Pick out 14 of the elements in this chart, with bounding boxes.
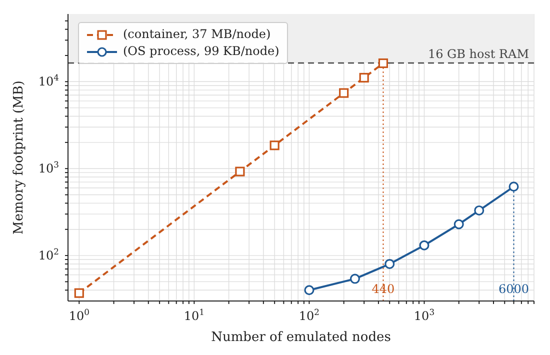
x-axis-title: Number of emulated nodes bbox=[211, 330, 391, 345]
ref-line-label: 440 bbox=[372, 282, 395, 296]
x-tick-label: 10$^{2}$ bbox=[298, 307, 320, 323]
legend-label: (container, 37 MB/node) bbox=[123, 26, 271, 43]
y-tick-label: 10$^{4}$ bbox=[38, 72, 59, 89]
y-tick-label: 10$^{2}$ bbox=[38, 246, 59, 263]
y-axis-title: Memory footprint (MB) bbox=[12, 80, 27, 234]
ref-line-label: 6000 bbox=[498, 282, 530, 296]
ref-line-label: 16 GB host RAM bbox=[428, 47, 529, 62]
y-tick-label: 10$^{3}$ bbox=[38, 160, 59, 176]
x-tick-label: 10$^{1}$ bbox=[184, 307, 204, 323]
legend-label: (OS process, 99 KB/node) bbox=[123, 43, 280, 60]
x-tick-label: 10$^{3}$ bbox=[414, 307, 435, 323]
x-tick-label: 10$^{0}$ bbox=[68, 307, 90, 323]
